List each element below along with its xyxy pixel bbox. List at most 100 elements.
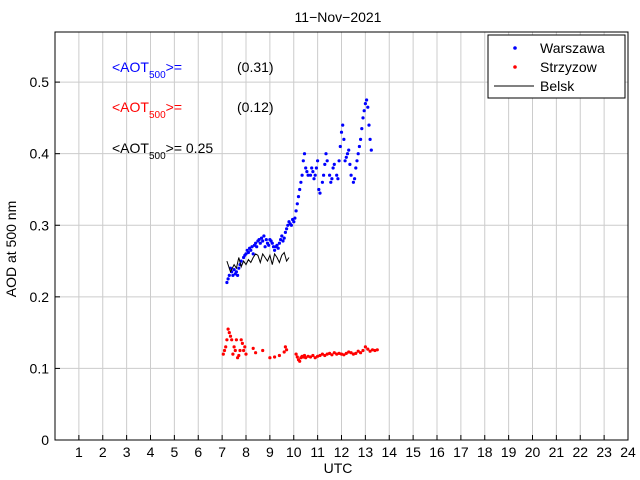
x-tick-label: 22 [572,444,588,460]
x-tick-label: 24 [620,444,636,460]
data-point-warszawa [345,152,350,156]
data-point-strzyzow [356,349,360,353]
data-point-strzyzow [285,348,289,352]
x-tick-label: 11 [310,444,325,460]
x-tick-label: 12 [334,444,350,460]
data-point-strzyzow [328,351,332,355]
annotation-prefix: <AOT [112,59,149,75]
data-point-strzyzow [251,346,255,350]
data-point-warszawa [323,162,327,166]
data-point-warszawa [285,227,289,231]
annotation-suffix: >= [166,99,182,115]
data-point-strzyzow [339,352,344,356]
annotation-subscript: 500 [149,70,166,81]
annotation-subscript: 500 [149,151,166,162]
data-point-strzyzow [242,348,246,353]
annotation-prefix: <AOT [112,140,149,156]
data-point-strzyzow [375,348,379,352]
data-point-warszawa [314,166,318,170]
data-point-warszawa [335,173,339,177]
data-point-warszawa [258,241,262,245]
data-point-warszawa [257,238,261,242]
data-point-warszawa [320,180,324,184]
y-tick-label: 0.3 [30,217,50,233]
data-point-warszawa [251,252,255,256]
data-point-strzyzow [224,345,228,349]
data-point-warszawa [295,202,299,206]
legend-dot-marker [513,46,517,50]
y-tick-label: 0.5 [30,74,50,90]
data-point-strzyzow [320,352,324,356]
data-point-warszawa [331,166,335,170]
legend-box [487,34,626,99]
data-point-warszawa [273,248,277,252]
data-point-warszawa [313,173,317,177]
legend-label: Warszawa [540,40,605,56]
data-point-warszawa [349,173,353,177]
data-point-warszawa [282,236,286,240]
data-point-warszawa [324,152,328,156]
data-point-warszawa [342,137,346,141]
data-point-strzyzow [228,334,233,338]
data-point-warszawa [275,243,279,247]
data-point-warszawa [354,166,358,170]
data-point-warszawa [357,144,361,149]
data-point-warszawa [261,239,265,243]
data-point-strzyzow [261,348,265,353]
data-point-strzyzow [232,345,236,349]
data-point-strzyzow [325,352,329,356]
series-layer [221,98,379,363]
x-tick-label: 1 [75,444,83,460]
data-point-strzyzow [254,351,258,355]
data-point-strzyzow [231,352,235,356]
data-point-warszawa [271,245,276,249]
data-point-warszawa [237,266,241,270]
data-point-warszawa [289,223,293,227]
data-point-warszawa [280,234,284,238]
data-point-warszawa [365,98,369,102]
data-point-warszawa [227,273,231,277]
x-tick-label: 9 [266,444,274,460]
data-point-strzyzow [366,347,370,351]
data-point-warszawa [286,223,290,227]
data-point-warszawa [249,248,253,252]
annotation-value: (0.31) [237,59,274,75]
data-point-strzyzow [335,352,339,356]
data-point-warszawa [283,230,287,234]
data-point-strzyzow [304,356,308,360]
legend-dot-marker [513,65,517,69]
data-point-warszawa [318,191,322,195]
annotations: <AOT500>= (0.31)<AOT500>= (0.12)<AOT500>= … [112,59,274,162]
data-point-warszawa [317,187,321,192]
data-point-strzyzow [268,356,272,360]
data-point-warszawa [301,159,305,163]
grid [55,32,629,441]
x-tick-label: 4 [147,444,155,460]
data-point-warszawa [344,155,348,159]
data-point-warszawa [311,170,315,174]
data-point-warszawa [294,209,298,213]
x-tick-label: 2 [99,444,107,460]
data-point-warszawa [363,102,367,106]
data-point-strzyzow [221,352,225,356]
data-point-strzyzow [323,353,327,358]
x-tick-label: 3 [123,444,131,460]
data-point-warszawa [299,180,303,184]
x-tick-label: 6 [194,444,202,460]
data-point-warszawa [264,238,268,242]
x-tick-label: 21 [549,444,565,460]
data-point-warszawa [312,177,316,181]
data-point-strzyzow [359,351,363,355]
y-axis-label: AOD at 500 nm [3,201,19,298]
data-point-warszawa [355,159,359,163]
annotation-label: <AOT500>= [112,99,182,121]
data-point-strzyzow [222,348,227,353]
data-point-strzyzow [373,348,377,353]
data-point-warszawa [276,246,280,250]
data-point-warszawa [293,216,297,220]
data-point-warszawa [308,173,313,177]
data-point-warszawa [362,109,366,113]
x-axis: 1 2 3 4 5 6 7 8 9 10 11 12 13 14 15 16 17 18 19 20 21 22 23 24 [75,435,636,460]
legend: Warszawa Strzyzow Belsk [487,34,626,99]
data-point-strzyzow [295,355,299,359]
